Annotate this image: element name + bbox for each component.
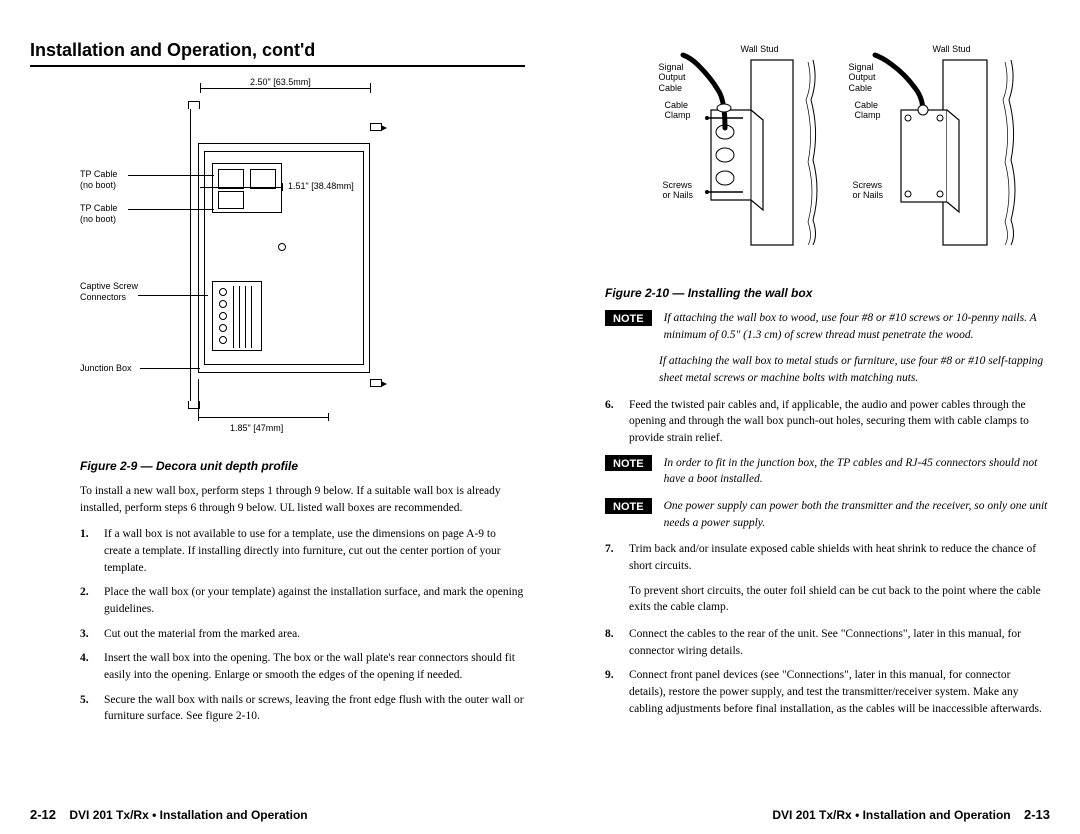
screws-label-2: Screws or Nails: [853, 180, 891, 201]
step-1: 1.If a wall box is not available to use …: [80, 526, 525, 576]
step-num: 9.: [605, 667, 629, 717]
figure-2-9-caption: Figure 2-9 — Decora unit depth profile: [80, 459, 525, 473]
figure-2-10: Wall Stud Signal Output Cable Cable Clam…: [615, 40, 1050, 270]
step-num: 5.: [80, 692, 104, 725]
step-text: Secure the wall box with nails or screws…: [104, 692, 525, 725]
step-7b: To prevent short circuits, the outer foi…: [629, 583, 1050, 616]
left-page: Installation and Operation, cont'd 2.50"…: [30, 40, 525, 760]
signal-cable-label-2: Signal Output Cable: [849, 62, 885, 93]
page-spread: Installation and Operation, cont'd 2.50"…: [0, 0, 1080, 780]
step-num: 6.: [605, 397, 629, 447]
step-list-right-3: 8.Connect the cables to the rear of the …: [605, 626, 1050, 717]
note-2: NOTE In order to fit in the junction box…: [605, 455, 1050, 488]
mount-hook: [370, 379, 382, 387]
note-1b: If attaching the wall box to metal studs…: [659, 353, 1050, 386]
tp-cable-2-label: TP Cable (no boot): [80, 203, 130, 225]
rj45-port-1: [218, 169, 244, 189]
note-text: In order to fit in the junction box, the…: [664, 455, 1050, 488]
mid-screw: [278, 243, 286, 251]
note-3: NOTE One power supply can power both the…: [605, 498, 1050, 531]
dim-line: [200, 187, 282, 188]
lead-line: [138, 295, 208, 296]
captive-connector: [212, 281, 262, 351]
step-text: Trim back and/or insulate exposed cable …: [629, 541, 1050, 574]
section-title: Installation and Operation, cont'd: [30, 40, 525, 67]
wall-box-wood: Wall Stud Signal Output Cable Cable Clam…: [663, 40, 813, 240]
step-text: If a wall box is not available to use fo…: [104, 526, 525, 576]
wall-box-metal: Wall Stud Signal Output Cable Cable Clam…: [853, 40, 1003, 240]
step-list-right-2: 7.Trim back and/or insulate exposed cabl…: [605, 541, 1050, 574]
step-list-left: 1.If a wall box is not available to use …: [80, 526, 525, 725]
step-9: 9.Connect front panel devices (see "Conn…: [605, 667, 1050, 717]
footer: 2-12 DVI 201 Tx/Rx • Installation and Op…: [0, 807, 1080, 822]
step-2: 2.Place the wall box (or your template) …: [80, 584, 525, 617]
footer-title-right: DVI 201 Tx/Rx • Installation and Operati…: [772, 808, 1010, 822]
tp-cable-1-label: TP Cable (no boot): [80, 169, 130, 191]
cable-clamp-label: Cable Clamp: [665, 100, 699, 121]
footer-left: 2-12 DVI 201 Tx/Rx • Installation and Op…: [30, 807, 540, 822]
intro-text: To install a new wall box, perform steps…: [80, 483, 525, 516]
step-num: 8.: [605, 626, 629, 659]
lead-line: [140, 368, 200, 369]
rj45-port-2: [250, 169, 276, 189]
step-8: 8.Connect the cables to the rear of the …: [605, 626, 1050, 659]
step-num: 1.: [80, 526, 104, 576]
step-num: 3.: [80, 626, 104, 643]
step-text: Place the wall box (or your template) ag…: [104, 584, 525, 617]
dim-tick: [282, 183, 283, 191]
dim-top-label: 2.50" [63.5mm]: [250, 77, 311, 87]
step-text: Insert the wall box into the opening. Th…: [104, 650, 525, 683]
step-4: 4.Insert the wall box into the opening. …: [80, 650, 525, 683]
note-badge: NOTE: [605, 455, 652, 471]
screws-label: Screws or Nails: [663, 180, 701, 201]
step-3: 3.Cut out the material from the marked a…: [80, 626, 525, 643]
step-num: 4.: [80, 650, 104, 683]
dim-tick: [198, 379, 199, 421]
note-text: If attaching the wall box to wood, use f…: [664, 310, 1050, 343]
mount-hook: [370, 123, 382, 131]
wall-stud-label-2: Wall Stud: [933, 44, 971, 54]
footer-right: DVI 201 Tx/Rx • Installation and Operati…: [540, 807, 1050, 822]
step-text: Feed the twisted pair cables and, if app…: [629, 397, 1050, 447]
dim-bottom-label: 1.85" [47mm]: [230, 423, 283, 433]
cable-clamp-label-2: Cable Clamp: [855, 100, 889, 121]
page-num-right: 2-13: [1024, 807, 1050, 822]
step-num: 2.: [80, 584, 104, 617]
wall-stud-label: Wall Stud: [741, 44, 779, 54]
figure-2-10-caption: Figure 2-10 — Installing the wall box: [605, 286, 1050, 300]
figure-2-9: 2.50" [63.5mm] 1.51" [38.48mm]: [80, 83, 525, 443]
lead-line: [128, 209, 214, 210]
note-badge: NOTE: [605, 310, 652, 326]
rj45-port-3: [218, 191, 244, 209]
dim-tick: [328, 413, 329, 421]
step-text: Connect the cables to the rear of the un…: [629, 626, 1050, 659]
right-page: Wall Stud Signal Output Cable Cable Clam…: [555, 40, 1050, 760]
dim-line: [198, 417, 328, 418]
captive-label: Captive Screw Connectors: [80, 281, 140, 303]
step-7: 7.Trim back and/or insulate exposed cabl…: [605, 541, 1050, 574]
dim-mid-label: 1.51" [38.48mm]: [288, 181, 354, 191]
faceplate: [190, 105, 198, 405]
footer-title-left: DVI 201 Tx/Rx • Installation and Operati…: [69, 808, 307, 822]
step-list-right: 6.Feed the twisted pair cables and, if a…: [605, 397, 1050, 447]
note-badge: NOTE: [605, 498, 652, 514]
signal-cable-label: Signal Output Cable: [659, 62, 695, 93]
dim-tick: [370, 83, 371, 93]
dim-line: [200, 88, 370, 89]
lead-line: [128, 175, 214, 176]
step-num: 7.: [605, 541, 629, 574]
note-text: One power supply can power both the tran…: [664, 498, 1050, 531]
page-num-left: 2-12: [30, 807, 56, 822]
step-text: Connect front panel devices (see "Connec…: [629, 667, 1050, 717]
step-6: 6.Feed the twisted pair cables and, if a…: [605, 397, 1050, 447]
step-text: Cut out the material from the marked are…: [104, 626, 525, 643]
faceplate-tab: [188, 101, 200, 109]
step-5: 5.Secure the wall box with nails or scre…: [80, 692, 525, 725]
note-1: NOTE If attaching the wall box to wood, …: [605, 310, 1050, 343]
